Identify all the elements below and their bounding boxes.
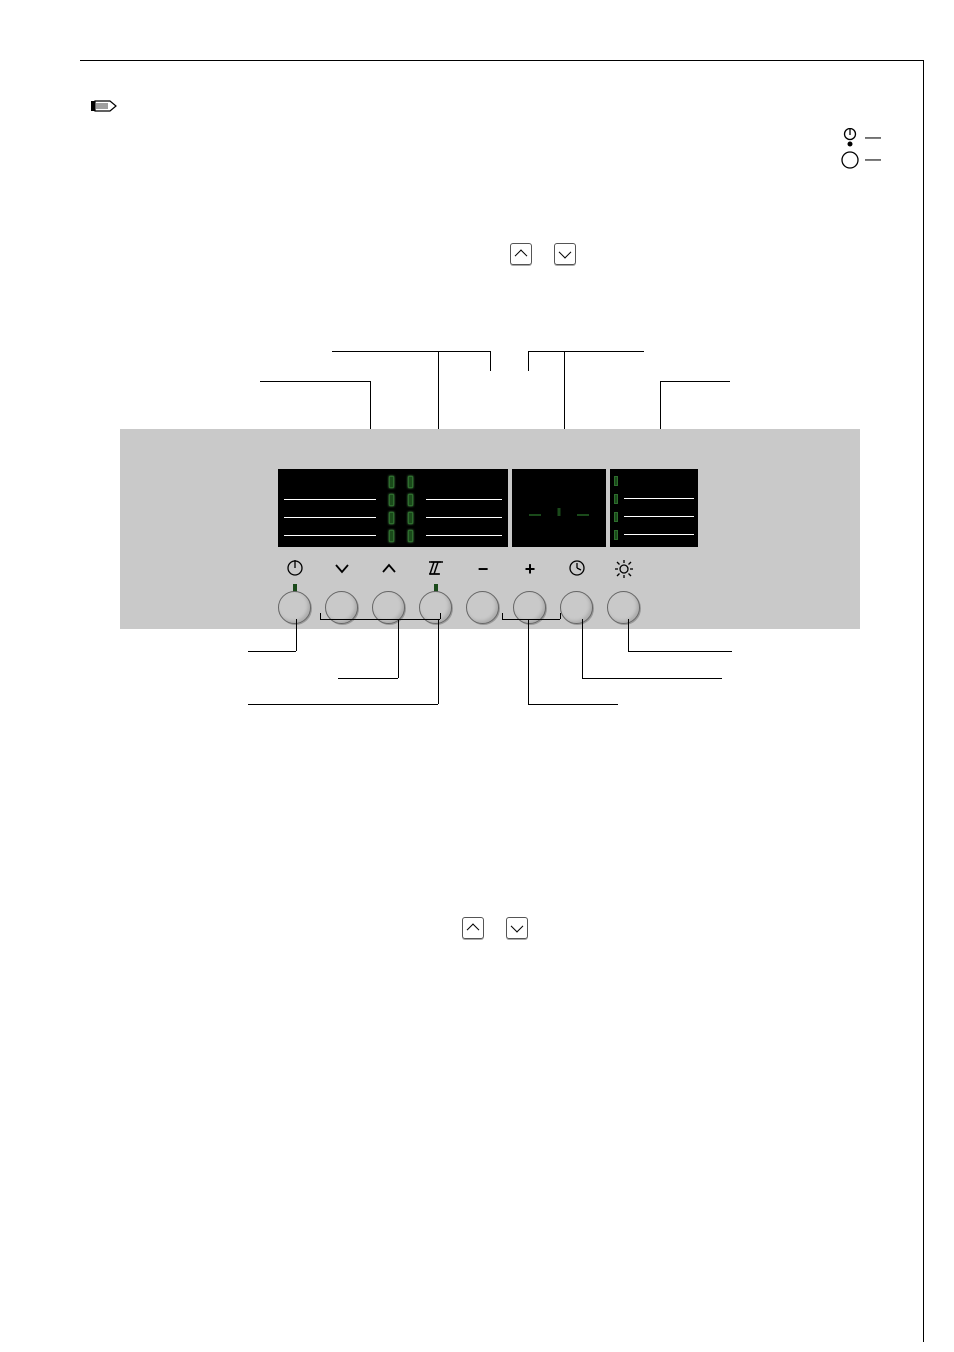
mains-button[interactable] (278, 591, 311, 624)
up-chevron-icon (374, 559, 404, 592)
pointing-hand-icon (90, 97, 118, 120)
minus-icon: − (468, 559, 498, 592)
dash: — (865, 151, 881, 169)
clock-function-indicator-box (610, 469, 698, 547)
plus-icon: + (515, 559, 545, 592)
control-panel-diagram: − + (120, 341, 860, 411)
mains-button-icon (840, 150, 860, 170)
mains-legend: — — (835, 127, 883, 171)
oven-panel: − + (120, 429, 860, 629)
up-key-icon (510, 243, 532, 265)
button-icon-row: − + (280, 559, 639, 592)
temp-minus-button[interactable] (466, 591, 499, 624)
fast-warmup-icon (421, 559, 451, 592)
step-1-row (90, 97, 903, 120)
clock-button[interactable] (560, 591, 593, 624)
light-button[interactable] (607, 591, 640, 624)
clock-icon (562, 559, 592, 592)
down-chevron-icon (327, 559, 357, 592)
down-key-icon (506, 917, 528, 939)
inline-keys-step2 (510, 243, 594, 265)
power-icon (280, 559, 310, 592)
oven-function-indicator-box (278, 469, 508, 547)
light-icon (609, 559, 639, 592)
temperature-display (512, 469, 606, 547)
mains-pilot-light-icon (842, 128, 858, 148)
inline-keys-step4 (462, 917, 546, 939)
down-key-icon (554, 243, 576, 265)
page-frame: — — (80, 60, 924, 1342)
dash: — (865, 129, 881, 147)
up-key-icon (462, 917, 484, 939)
